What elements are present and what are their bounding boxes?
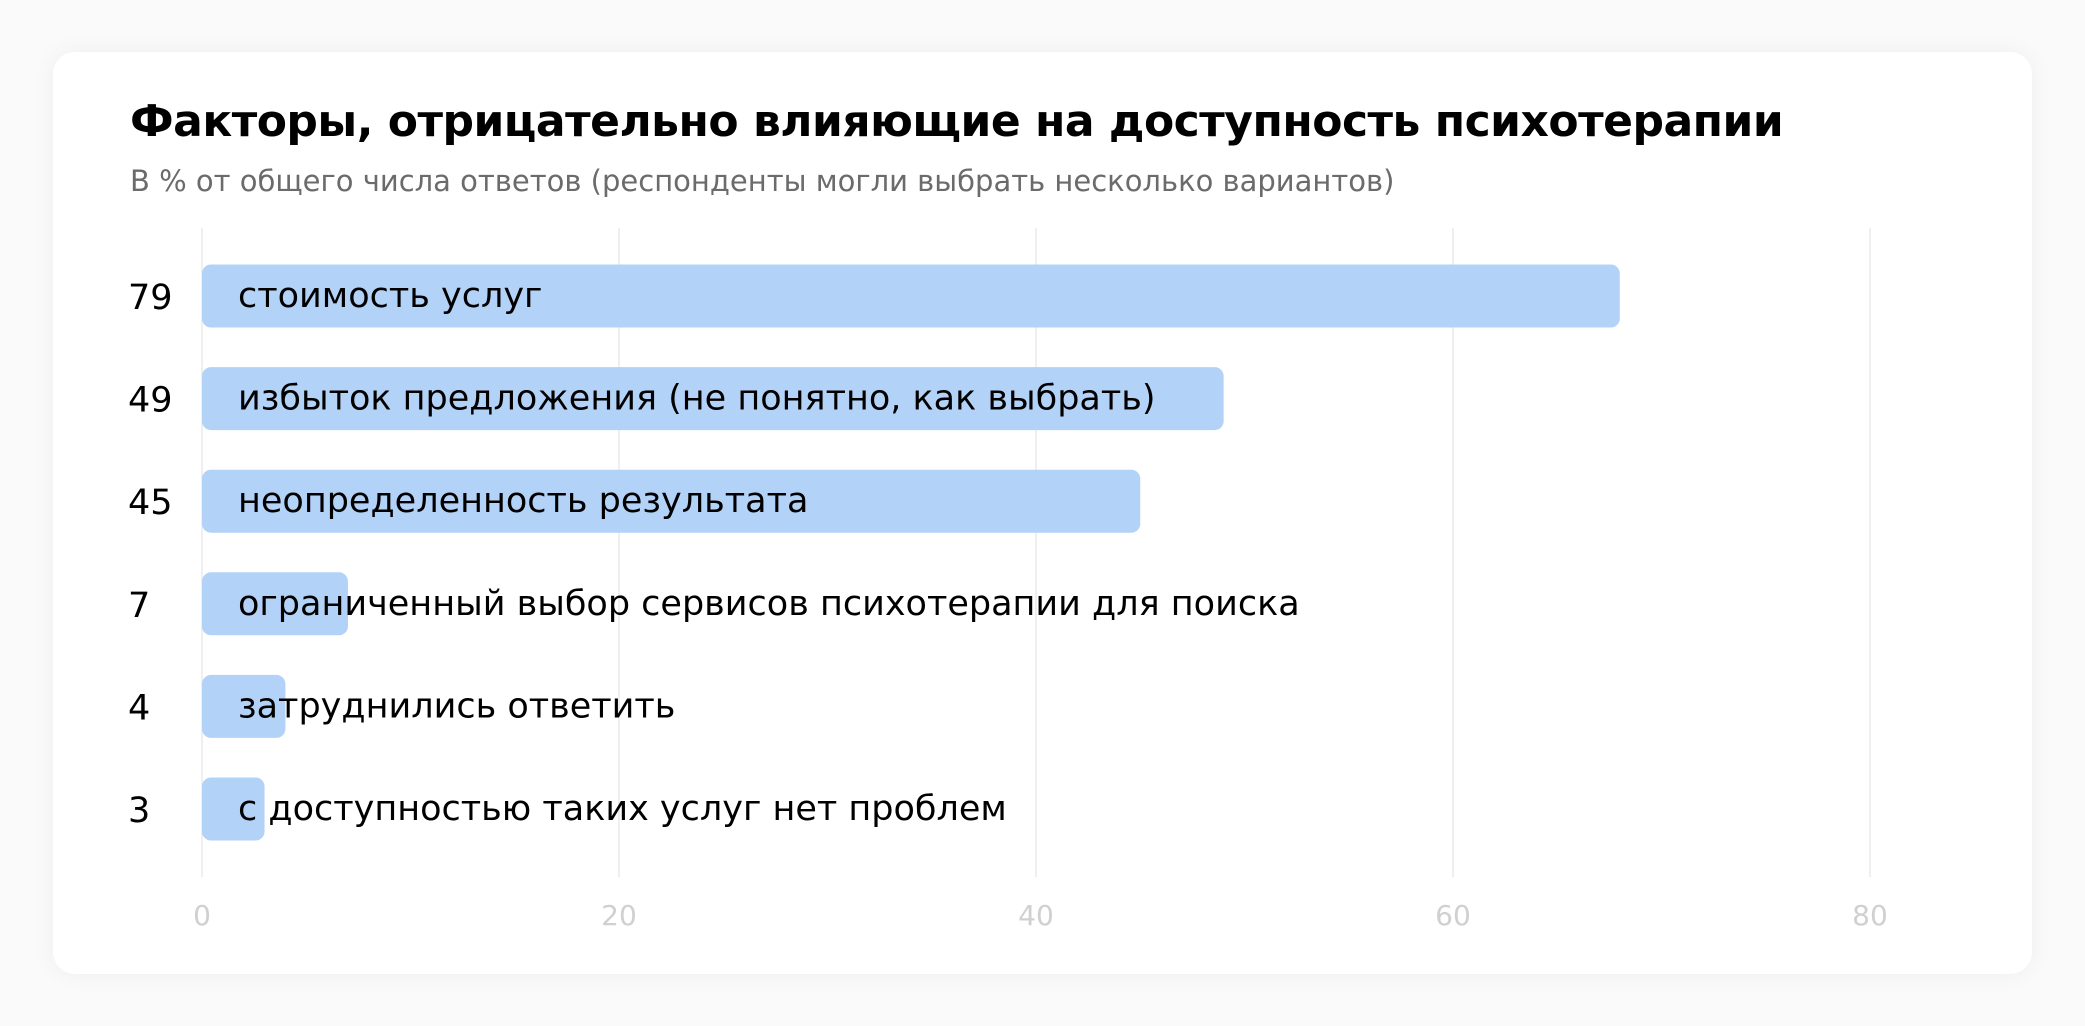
value-label: 7 <box>128 586 150 626</box>
bar <box>202 572 348 636</box>
x-tick-label: 80 <box>1852 899 1888 932</box>
bar <box>202 777 265 841</box>
value-label: 49 <box>128 381 173 421</box>
category-label: с доступностью таких услуг нет проблем <box>238 789 1007 829</box>
category-label: избыток предложения (не понятно, как выб… <box>238 379 1156 419</box>
value-label: 4 <box>128 688 150 728</box>
category-label: ограниченный выбор сервисов психотерапии… <box>238 584 1300 624</box>
bar <box>202 469 1141 533</box>
bar <box>202 367 1224 431</box>
bar <box>202 264 1620 328</box>
category-label: затруднились ответить <box>238 686 675 726</box>
x-tick-label: 60 <box>1435 899 1471 932</box>
x-tick-label: 0 <box>193 899 211 932</box>
category-label: неопределенность результата <box>238 481 808 521</box>
chart-subtitle: В % от общего числа ответов (респонденты… <box>130 164 1395 198</box>
value-label: 79 <box>128 278 173 318</box>
category-label: стоимость услуг <box>238 276 542 316</box>
x-tick-label: 40 <box>1018 899 1054 932</box>
x-tick-label: 20 <box>601 899 637 932</box>
value-label: 3 <box>128 791 150 831</box>
chart-title: Факторы, отрицательно влияющие на доступ… <box>130 96 1784 147</box>
bar <box>202 674 286 738</box>
value-label: 45 <box>128 483 173 523</box>
